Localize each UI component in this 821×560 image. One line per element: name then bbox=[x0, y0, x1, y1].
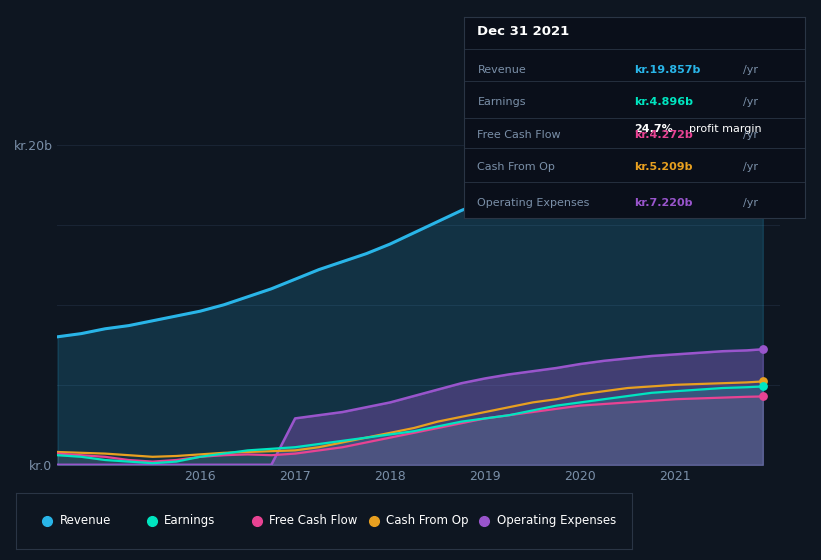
Text: 24.7%: 24.7% bbox=[635, 124, 673, 134]
Text: kr.4.272b: kr.4.272b bbox=[635, 130, 693, 139]
Text: /yr: /yr bbox=[743, 198, 759, 208]
Text: kr.7.220b: kr.7.220b bbox=[635, 198, 693, 208]
Text: /yr: /yr bbox=[743, 130, 759, 139]
Text: kr.19.857b: kr.19.857b bbox=[635, 65, 700, 75]
Point bbox=[756, 377, 769, 386]
Text: kr.5.209b: kr.5.209b bbox=[635, 162, 693, 172]
Text: Earnings: Earnings bbox=[164, 514, 216, 528]
Point bbox=[756, 345, 769, 354]
Text: Earnings: Earnings bbox=[478, 97, 526, 108]
Text: profit margin: profit margin bbox=[689, 124, 761, 134]
Text: Cash From Op: Cash From Op bbox=[386, 514, 468, 528]
Text: /yr: /yr bbox=[743, 65, 759, 75]
Text: Dec 31 2021: Dec 31 2021 bbox=[478, 25, 570, 38]
Text: Free Cash Flow: Free Cash Flow bbox=[478, 130, 561, 139]
Text: /yr: /yr bbox=[743, 97, 759, 108]
Text: Revenue: Revenue bbox=[478, 65, 526, 75]
Text: Operating Expenses: Operating Expenses bbox=[497, 514, 616, 528]
Text: kr.4.896b: kr.4.896b bbox=[635, 97, 693, 108]
Point bbox=[756, 382, 769, 391]
Text: Cash From Op: Cash From Op bbox=[478, 162, 555, 172]
Text: Operating Expenses: Operating Expenses bbox=[478, 198, 589, 208]
Text: Free Cash Flow: Free Cash Flow bbox=[269, 514, 357, 528]
Text: Revenue: Revenue bbox=[60, 514, 111, 528]
Text: /yr: /yr bbox=[743, 162, 759, 172]
Point bbox=[756, 143, 769, 152]
Point bbox=[756, 392, 769, 401]
